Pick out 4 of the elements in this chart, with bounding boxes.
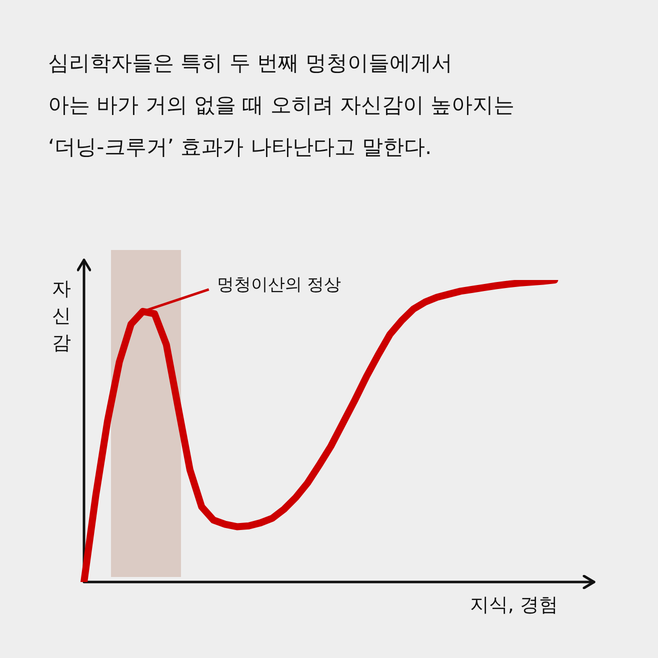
x-axis-title: 지식, 경험 xyxy=(470,593,558,618)
chart-title: 심리학자들은 특히 두 번째 멍청이들에게서 아는 바가 거의 없을 때 오히려 자신감이 높아지는 ‘더닝-크루거’ 효과가 나타난다고 말한다. xyxy=(48,50,515,161)
annotation: 멍청이산의 정상 xyxy=(216,274,342,295)
y-axis-title: 자신감 xyxy=(52,277,72,356)
